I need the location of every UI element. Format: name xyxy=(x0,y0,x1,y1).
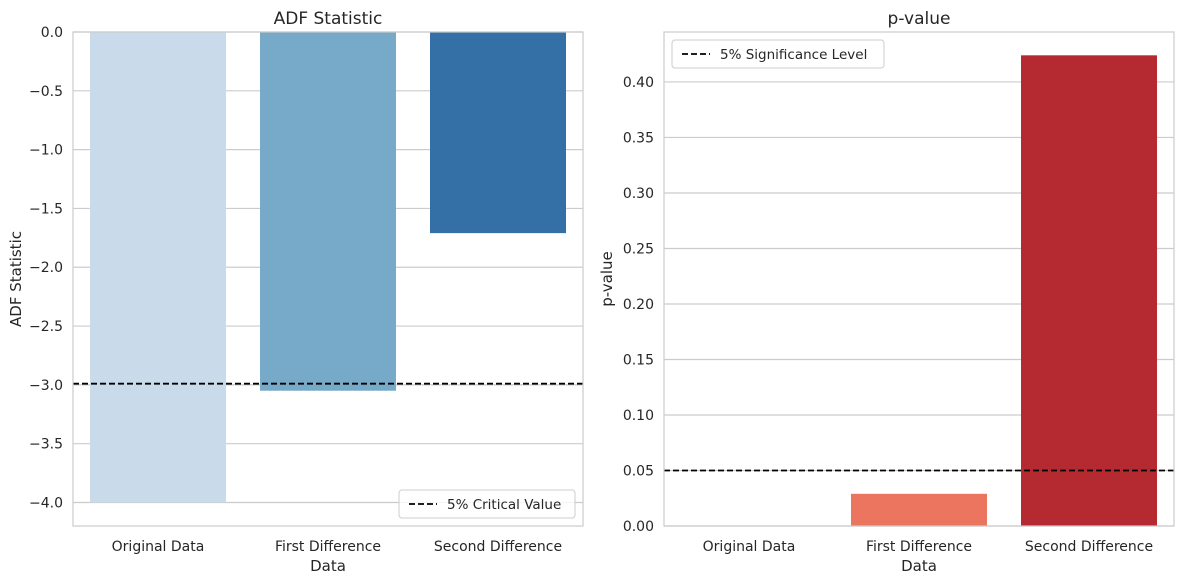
x-tick-label: Original Data xyxy=(112,539,205,555)
pvalue-chart-title: p-value xyxy=(888,9,951,29)
adf-panel: 0.0 −0.5 −1.0 −1.5 −2.0 −2.5 −3.0 −3.5 −4.0 Orig… xyxy=(7,9,584,575)
y-tick-label: 0.40 xyxy=(623,75,654,91)
y-tick-label: 0.05 xyxy=(623,463,654,479)
y-tick-label: −4.0 xyxy=(29,495,63,511)
y-tick-label: −0.5 xyxy=(29,84,63,100)
bar xyxy=(260,32,396,391)
x-tick-label: First Difference xyxy=(275,539,381,555)
adf-y-axis-label: ADF Statistic xyxy=(7,231,25,327)
pvalue-legend-box xyxy=(671,39,885,69)
y-tick-label: 0.10 xyxy=(623,408,654,424)
y-tick-label: 0.15 xyxy=(623,352,654,368)
y-tick-label: −2.5 xyxy=(29,319,63,335)
x-tick-label: Second Difference xyxy=(434,539,562,555)
bar xyxy=(851,493,987,526)
y-tick-label: −1.5 xyxy=(29,201,63,217)
pvalue-x-tick-labels: Original Data First Difference Second Diff… xyxy=(703,539,1153,555)
x-tick-label: Second Difference xyxy=(1025,539,1153,555)
bar xyxy=(1021,55,1157,527)
x-tick-label: Original Data xyxy=(703,539,796,555)
pvalue-x-axis-label: Data xyxy=(901,557,937,575)
adf-plot-frame xyxy=(72,31,584,527)
bar xyxy=(90,32,226,503)
y-tick-label: 0.20 xyxy=(623,297,654,313)
adf-legend-label: 5% Critical Value xyxy=(447,497,561,513)
bar xyxy=(430,32,566,234)
y-tick-label: 0.35 xyxy=(623,130,654,146)
adf-chart-title: ADF Statistic xyxy=(274,9,383,29)
adf-x-axis-label: Data xyxy=(310,557,346,575)
pvalue-legend: 5% Significance Level xyxy=(671,39,885,69)
adf-y-tick-labels: 0.0 −0.5 −1.0 −1.5 −2.0 −2.5 −3.0 −3.5 −4.0 xyxy=(29,25,63,511)
adf-legend-box xyxy=(398,489,576,519)
x-tick-label: First Difference xyxy=(866,539,972,555)
pvalue-panel: 0.00 0.05 0.10 0.15 0.20 0.25 0.30 0.35 0.40 Ori… xyxy=(598,9,1175,575)
y-tick-label: 0.30 xyxy=(623,186,654,202)
y-tick-label: 0.0 xyxy=(41,25,63,41)
y-tick-label: 0.25 xyxy=(623,241,654,257)
y-tick-label: −3.0 xyxy=(29,378,63,394)
adf-bars xyxy=(90,32,566,503)
pvalue-y-tick-labels: 0.00 0.05 0.10 0.15 0.20 0.25 0.30 0.35 0.40 xyxy=(623,75,654,535)
adf-x-tick-labels: Original Data First Difference Second Diff… xyxy=(112,539,562,555)
y-tick-label: −1.0 xyxy=(29,143,63,159)
y-tick-label: 0.00 xyxy=(623,519,654,535)
pvalue-plot-frame xyxy=(663,31,1175,527)
pvalue-legend-label: 5% Significance Level xyxy=(720,47,867,63)
y-tick-label: −2.0 xyxy=(29,260,63,276)
pvalue-y-axis-label: p-value xyxy=(598,251,616,307)
pvalue-bars xyxy=(681,55,1157,527)
y-tick-label: −3.5 xyxy=(29,437,63,453)
adf-legend: 5% Critical Value xyxy=(398,489,576,519)
